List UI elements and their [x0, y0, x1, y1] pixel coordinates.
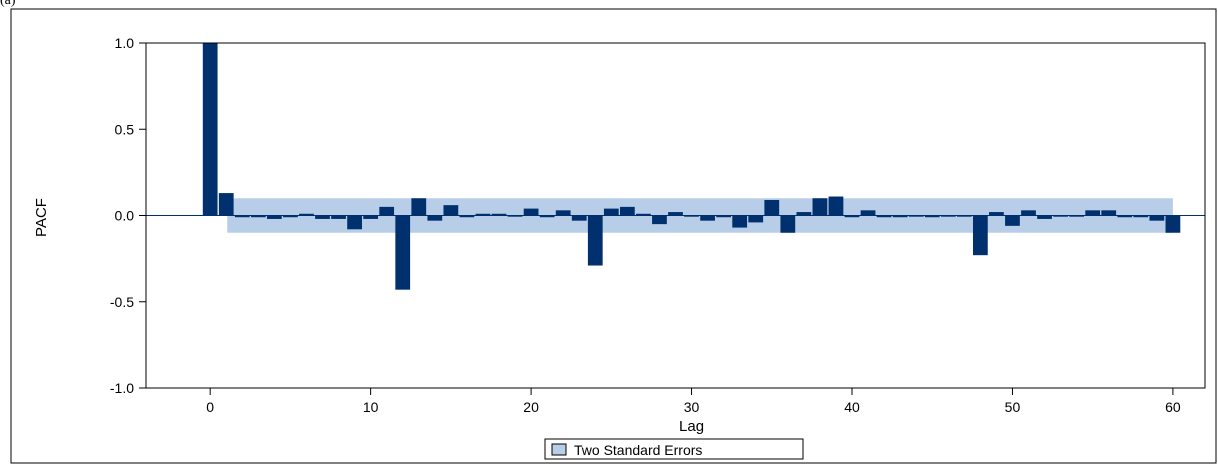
pacf-bar — [1101, 210, 1117, 216]
pacf-bar — [283, 215, 298, 218]
legend-swatch — [551, 443, 567, 456]
pacf-bar — [331, 215, 346, 219]
pacf-bar — [908, 215, 924, 217]
pacf-bar — [299, 213, 314, 216]
x-tick-label: 60 — [1165, 399, 1181, 415]
pacf-bar — [379, 206, 395, 216]
y-axis-title: PACF — [33, 198, 50, 237]
pacf-bar — [347, 215, 362, 230]
pacf-bar — [1085, 210, 1101, 216]
pacf-bar — [1117, 215, 1133, 218]
pacf-bar — [459, 215, 475, 218]
figure-frame — [10, 8, 1217, 464]
pacf-bar — [507, 215, 523, 217]
pacf-bar — [218, 193, 234, 216]
pacf-bar — [539, 215, 555, 218]
x-tick-label: 10 — [363, 399, 379, 415]
y-tick-label: 0.5 — [115, 121, 135, 137]
legend-box — [544, 438, 804, 460]
pacf-bar — [732, 215, 748, 228]
pacf-bar — [603, 208, 619, 216]
pacf-bar — [587, 215, 603, 266]
pacf-bar — [700, 215, 715, 221]
pacf-bar — [1005, 215, 1020, 226]
pacf-bar — [1165, 215, 1181, 233]
pacf-bar — [796, 212, 812, 216]
pacf-bar — [812, 198, 828, 216]
y-tick-label: 1.0 — [115, 35, 135, 51]
pacf-bar — [716, 215, 732, 218]
legend-label: Two Standard Errors — [574, 442, 702, 458]
pacf-bar — [571, 215, 587, 221]
pacf-bar — [940, 215, 956, 217]
pacf-bar — [250, 215, 266, 218]
pacf-bar — [652, 215, 667, 225]
y-axis: 1.0 0.5 0.0 -0.5 -1.0 — [110, 35, 146, 396]
pacf-bar — [555, 210, 571, 216]
pacf-bar — [1149, 215, 1165, 221]
x-tick-label: 0 — [206, 399, 214, 415]
pacf-bar — [668, 212, 683, 216]
x-axis: 0 10 20 30 40 50 60 — [206, 388, 1181, 415]
pacf-bar — [972, 215, 988, 256]
y-tick-label: 0.0 — [115, 208, 135, 224]
pacf-bar — [363, 215, 379, 219]
pacf-bar — [266, 215, 282, 219]
pacf-bar — [1053, 215, 1068, 217]
y-tick-label: -0.5 — [110, 294, 134, 310]
pacf-bar — [892, 215, 908, 218]
pacf-bar — [764, 199, 780, 216]
pacf-bar — [924, 215, 940, 218]
pacf-bar — [202, 43, 218, 216]
pacf-bar — [876, 215, 892, 218]
x-axis-title: Lag — [679, 418, 704, 435]
x-tick-label: 30 — [684, 399, 700, 415]
pacf-bar — [956, 215, 972, 217]
x-tick-label: 20 — [523, 399, 539, 415]
legend: Two Standard Errors — [544, 438, 804, 460]
pacf-bar — [748, 215, 764, 223]
pacf-bar — [411, 198, 427, 216]
pacf-bar — [491, 213, 507, 216]
bar-layer — [202, 43, 1181, 290]
pacf-bar — [684, 215, 699, 217]
panel-label: (a) — [0, 0, 16, 8]
pacf-bar — [780, 215, 796, 233]
pacf-bar — [395, 215, 411, 290]
pacf-bar — [234, 215, 250, 218]
pacf-bar — [315, 215, 330, 219]
x-tick-label: 50 — [1005, 399, 1021, 415]
pacf-bar — [1037, 215, 1052, 219]
pacf-bar — [475, 213, 491, 216]
pacf-bar — [1133, 215, 1149, 218]
pacf-bar — [989, 212, 1004, 216]
pacf-bar — [844, 215, 860, 218]
y-tick-label: -1.0 — [110, 380, 134, 396]
pacf-bar — [636, 213, 651, 216]
pacf-bar — [1069, 215, 1085, 217]
pacf-bar — [427, 215, 443, 221]
pacf-bar — [619, 206, 635, 216]
pacf-bar — [860, 210, 876, 216]
x-tick-label: 40 — [844, 399, 860, 415]
pacf-bar — [828, 196, 844, 216]
pacf-bar — [1021, 210, 1036, 216]
pacf-bar — [443, 205, 459, 216]
pacf-bar — [523, 208, 539, 216]
